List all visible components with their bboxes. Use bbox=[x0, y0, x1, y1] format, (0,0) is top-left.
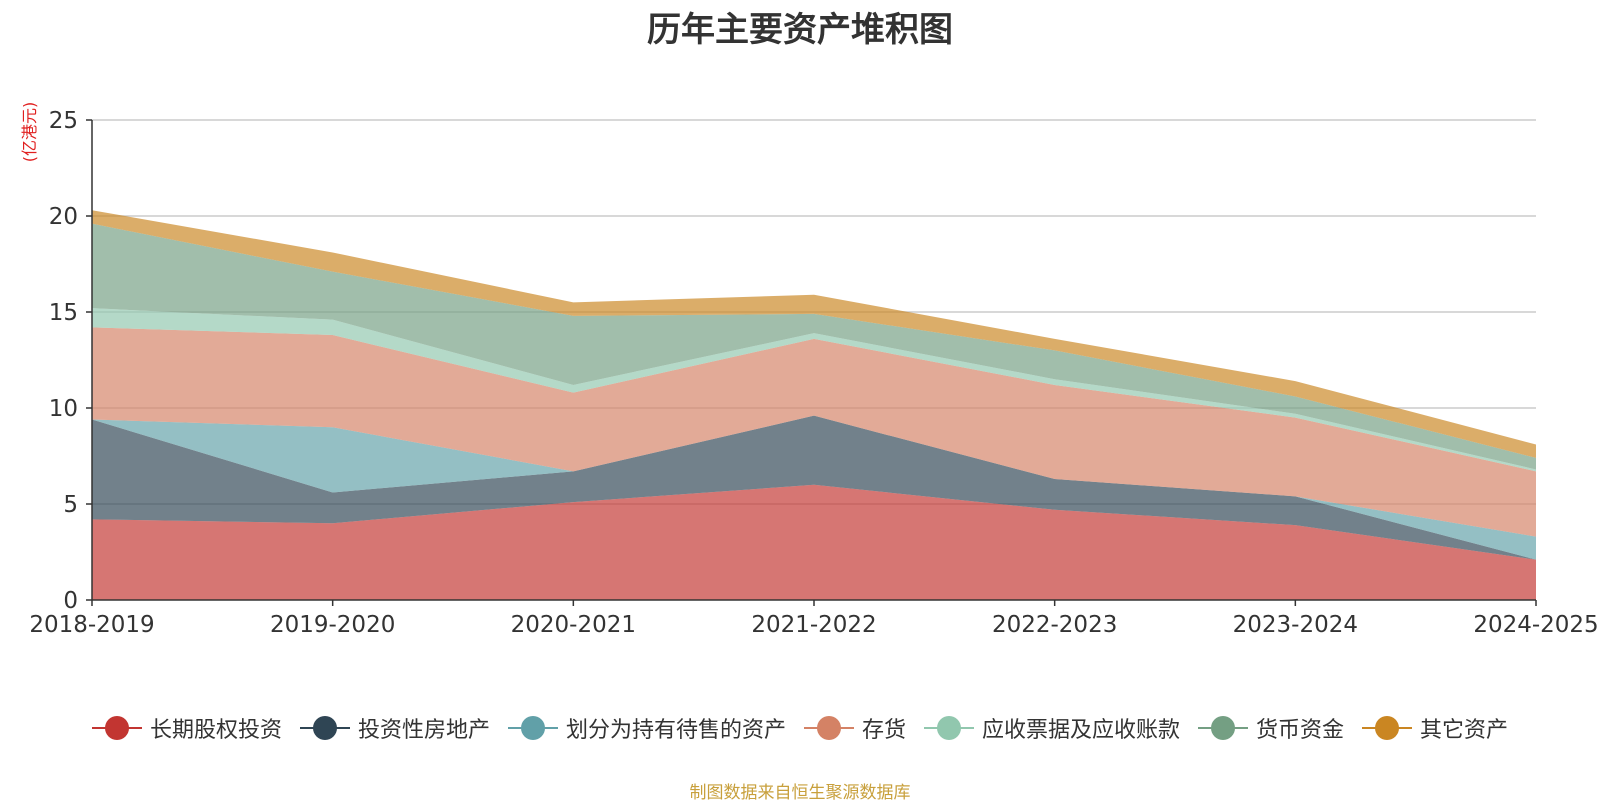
y-tick-label-25: 25 bbox=[49, 108, 78, 134]
legend-marker-dot bbox=[104, 716, 129, 740]
legend-label: 应收票据及应收账款 bbox=[982, 718, 1181, 743]
legend-marker-dot bbox=[1375, 716, 1400, 740]
legend-item-6[interactable]: 货币资金 bbox=[1198, 712, 1344, 744]
legend-marker-dot bbox=[1211, 716, 1236, 740]
x-tick-label-2018-2019: 2018-2019 bbox=[29, 612, 154, 638]
y-tick-label-20: 20 bbox=[49, 204, 78, 230]
chart-title: 历年主要资产堆积图 bbox=[647, 10, 953, 50]
area-series-5 bbox=[92, 308, 1536, 472]
legend-marker bbox=[299, 716, 350, 740]
x-tick-label-2022-2023: 2022-2023 bbox=[992, 612, 1117, 638]
area-series-3 bbox=[92, 415, 1536, 560]
y-tick-label-0: 0 bbox=[63, 588, 78, 614]
legend-label: 投资性房地产 bbox=[357, 718, 490, 743]
legend-marker bbox=[507, 716, 558, 740]
area-series-2 bbox=[92, 415, 1536, 560]
legend-label: 货币资金 bbox=[1256, 718, 1345, 743]
stacked-area-chart: 0 5 10 15 20 25 2018-2019 2019-2020 2020-2021 202… bbox=[29, 108, 1598, 638]
x-tick-label-2024-2025: 2024-2025 bbox=[1473, 612, 1598, 638]
area-series-4 bbox=[92, 327, 1536, 537]
x-tick-label-2021-2022: 2021-2022 bbox=[751, 612, 876, 638]
area-series bbox=[92, 210, 1536, 600]
legend-item-3[interactable]: 划分为持有待售的资产 bbox=[507, 712, 786, 744]
y-tick-label-10: 10 bbox=[49, 396, 78, 422]
legend-marker-dot bbox=[312, 716, 337, 740]
legend-item-4[interactable]: 存货 bbox=[803, 712, 906, 744]
axes: 0 5 10 15 20 25 2018-2019 2019-2020 2020-2021 202… bbox=[29, 108, 1598, 638]
legend-label: 划分为持有待售的资产 bbox=[565, 718, 786, 743]
y-tick-label-15: 15 bbox=[49, 300, 78, 326]
legend-marker bbox=[803, 716, 854, 740]
legend-item-2[interactable]: 投资性房地产 bbox=[299, 712, 490, 744]
legend-item-5[interactable]: 应收票据及应收账款 bbox=[924, 712, 1180, 744]
y-tick-label-5: 5 bbox=[63, 492, 78, 518]
legend-label: 其它资产 bbox=[1420, 718, 1509, 743]
legend-label: 存货 bbox=[861, 718, 906, 743]
x-tick-label-2019-2020: 2019-2020 bbox=[270, 612, 395, 638]
legend-marker bbox=[91, 716, 142, 740]
area-series-1 bbox=[92, 484, 1536, 600]
legend-item-1[interactable]: 长期股权投资 bbox=[91, 712, 282, 744]
source-note: 制图数据来自恒生聚源数据库 bbox=[689, 783, 911, 803]
legend-marker-dot bbox=[816, 716, 841, 740]
x-tick-label-2023-2024: 2023-2024 bbox=[1233, 612, 1358, 638]
x-tick-label-2020-2021: 2020-2021 bbox=[511, 612, 636, 638]
legend-item-7[interactable]: 其它资产 bbox=[1362, 712, 1508, 744]
legend-marker-dot bbox=[937, 716, 961, 740]
legend: 长期股权投资 投资性房地产 划分为持有待售的资产 存货 应收票据及应收账款 货币资金 其它资… bbox=[0, 712, 1600, 744]
legend-marker bbox=[924, 716, 974, 740]
legend-marker bbox=[1198, 716, 1249, 740]
legend-marker bbox=[1362, 716, 1413, 740]
legend-label: 长期股权投资 bbox=[149, 718, 282, 743]
legend-marker-dot bbox=[520, 716, 545, 740]
